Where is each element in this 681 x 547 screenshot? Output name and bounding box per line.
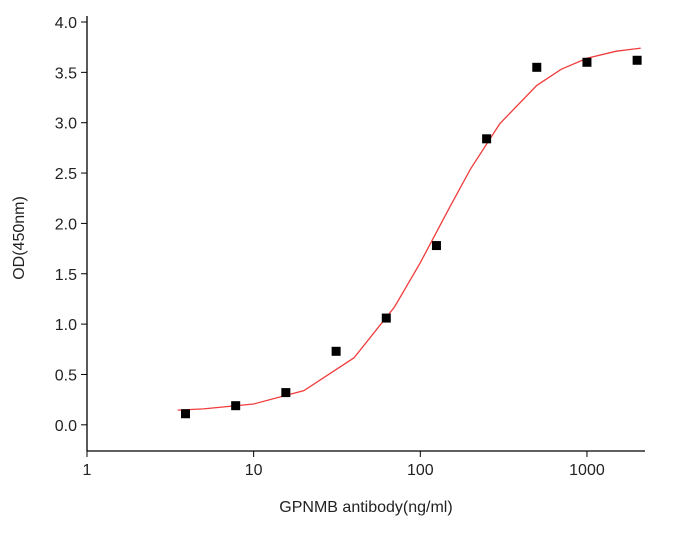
x-axis-label: GPNMB antibody(ng/ml)	[279, 499, 452, 516]
y-tick-label: 0.5	[55, 367, 77, 384]
data-point	[582, 57, 592, 67]
data-point	[331, 346, 341, 356]
data-point	[431, 241, 441, 251]
y-tick-label: 3.0	[55, 116, 77, 133]
data-point	[381, 313, 391, 323]
fit-curve	[177, 47, 641, 411]
data-point	[632, 55, 642, 65]
y-axis-label: OD(450nm)	[11, 196, 28, 280]
data-point	[532, 62, 542, 72]
y-tick-label: 2.5	[55, 166, 77, 183]
y-tick-label: 2.0	[55, 216, 77, 233]
x-tick-label: 100	[407, 462, 434, 479]
y-tick-label: 1.5	[55, 267, 77, 284]
y-tick-label: 4.0	[55, 15, 77, 32]
x-tick-label: 1000	[569, 462, 605, 479]
data-point	[281, 388, 291, 398]
data-point	[181, 409, 191, 419]
y-tick-label: 0.0	[55, 418, 77, 435]
y-tick-label: 3.5	[55, 65, 77, 82]
x-tick-label: 10	[245, 462, 263, 479]
x-tick-label: 1	[83, 462, 92, 479]
data-point	[482, 134, 492, 144]
data-point	[231, 401, 241, 411]
y-tick-label: 1.0	[55, 317, 77, 334]
